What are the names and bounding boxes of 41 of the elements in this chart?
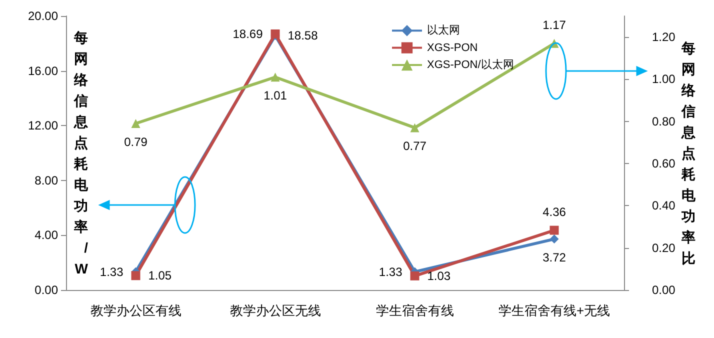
data-label: 1.33 — [100, 264, 124, 279]
y-tick-label: 0.00 — [34, 283, 58, 297]
point — [131, 271, 140, 280]
point — [550, 226, 559, 235]
data-label: 18.69 — [232, 26, 264, 41]
legend-label: XGS-PON — [427, 42, 478, 54]
data-label: 0.79 — [124, 134, 148, 149]
y2-tick-label: 0.40 — [652, 198, 676, 213]
y2-tick-label: 0.60 — [652, 156, 676, 171]
x-tick-label: 教学办公区有线 — [90, 303, 182, 318]
y2-tick-label: 0.00 — [652, 283, 676, 297]
data-label: 3.72 — [542, 250, 566, 265]
point — [410, 123, 420, 132]
data-label: 1.05 — [148, 268, 172, 283]
y-tick-label: 4.00 — [34, 228, 58, 242]
data-label: 18.58 — [288, 28, 318, 42]
y-tick-label: 12.00 — [28, 118, 58, 133]
data-label: 1.01 — [264, 88, 288, 103]
data-label: 1.17 — [542, 18, 566, 32]
y-tick-label: 8.00 — [34, 173, 58, 188]
point — [270, 72, 280, 82]
x-tick-label: 学生宿舍有线 — [376, 303, 454, 318]
legend-label: XGS-PON/以太网 — [427, 58, 514, 71]
x-tick-label: 教学办公区无线 — [230, 303, 321, 318]
point — [131, 118, 140, 128]
legend-label: 以太网 — [427, 24, 460, 37]
text: 每网络信息点耗电功率比 — [681, 40, 696, 266]
point — [410, 271, 420, 280]
y2-tick-label: 1.00 — [652, 72, 676, 86]
data-label: 1.03 — [427, 268, 451, 283]
y2-tick-label: 1.20 — [652, 30, 676, 44]
y2-tick-label: 0.80 — [652, 114, 676, 128]
data-label: 1.33 — [378, 264, 403, 279]
x-tick-label: 学生宿舍有线+无线 — [498, 303, 610, 318]
data-label: 0.77 — [403, 139, 427, 154]
data-label: 4.36 — [542, 204, 566, 219]
text: 每网络信息点耗电功率/W — [74, 30, 88, 276]
y-tick-label: 20.00 — [28, 9, 58, 23]
y-tick-label: 16.00 — [28, 64, 58, 78]
point — [550, 234, 559, 244]
y2-tick-label: 0.20 — [652, 240, 676, 255]
